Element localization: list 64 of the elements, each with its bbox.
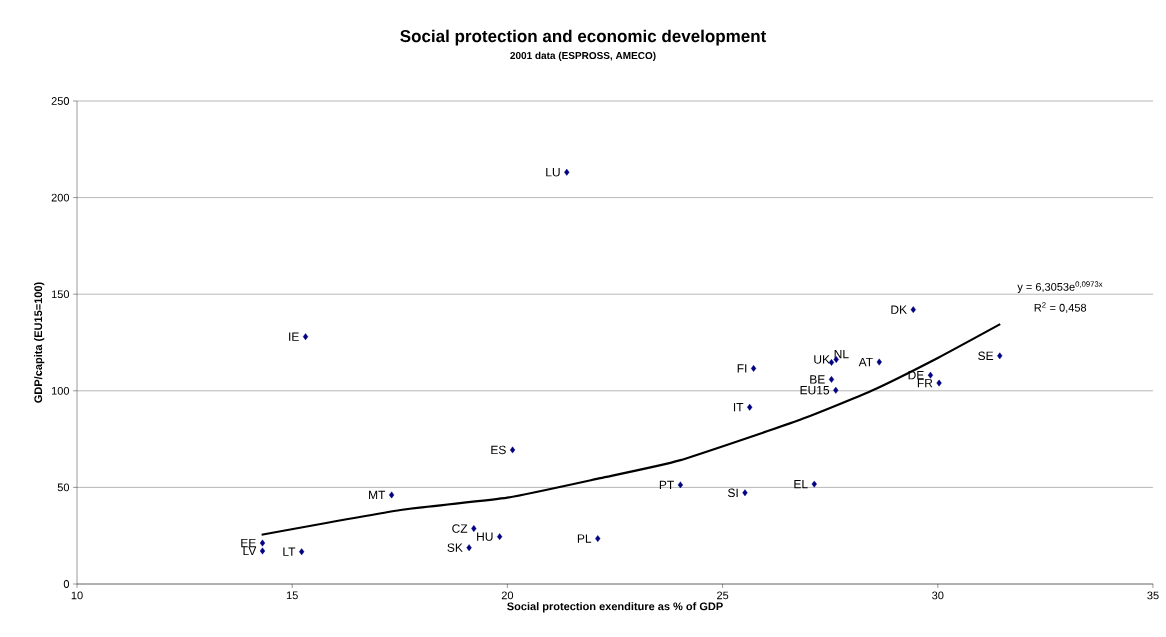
point [497,533,503,541]
annotation: HU [477,532,493,541]
x-tick-label: 35 [1147,591,1159,600]
point [389,491,395,499]
x-tick-label: 25 [717,591,729,600]
annotation: R$^{2}$ = 0,458 [1034,302,1087,313]
annotation: LU [546,168,560,177]
annotation: PT [659,480,674,490]
annotation: NL [834,349,849,359]
point [828,376,835,383]
y-tick-label: 250 [51,97,70,105]
annotation: SE [978,351,994,361]
annotation: MT [369,490,386,500]
point [997,352,1003,360]
point [299,548,305,556]
point [747,403,753,411]
annotation: EL [794,479,808,489]
annotation: DK [891,305,907,314]
point [742,489,748,497]
chart-title: Social protection and economic development [400,29,767,46]
point [564,168,570,176]
annotation: AT [858,357,873,367]
y-tick-label: 100 [51,386,70,395]
y-tick-label: 200 [51,193,70,202]
point [910,306,916,314]
annotation: UK [814,355,830,364]
annotation: BE [810,375,825,384]
annotation: LT [283,547,296,556]
annotation: SK [447,543,463,552]
annotation: IT [733,403,744,412]
x-tick-label: 10 [71,591,83,600]
point [750,364,757,372]
x-tick-label: 20 [501,591,514,600]
annotation: SI [727,488,738,498]
y-tick-label: 50 [57,483,70,492]
annotation: IE [289,332,299,341]
annotation: EU15 [800,386,830,395]
annotation: y = 6,3053e$^{0,0973x}$ [1017,281,1103,293]
point [259,547,266,555]
annotation: FI [737,364,747,373]
annotation: EE [241,538,256,548]
point [936,379,942,387]
annotation: PL [577,534,592,543]
y-axis-title: GDP/capita (EU15=100) [34,282,45,403]
chart-subtitle: 2001 data (ESPROSS, AMECO) [510,51,656,62]
x-tick-label: 15 [286,591,298,600]
x-axis-title: Social protection exenditure as % of GDP [507,602,723,613]
point [471,525,477,532]
point [927,371,934,379]
x-tick-label: 30 [932,591,944,600]
point [833,386,839,394]
point [466,544,472,552]
point [509,446,516,454]
point [595,535,601,542]
y-tick-label: 150 [51,290,70,299]
point [302,333,309,341]
annotation: ES [491,445,506,455]
y-tick-label: 0 [63,580,70,588]
point [876,358,882,366]
point [811,480,817,488]
annotation: LV [243,546,257,556]
point [677,481,684,489]
point [259,539,266,547]
annotation: CZ [452,524,468,533]
